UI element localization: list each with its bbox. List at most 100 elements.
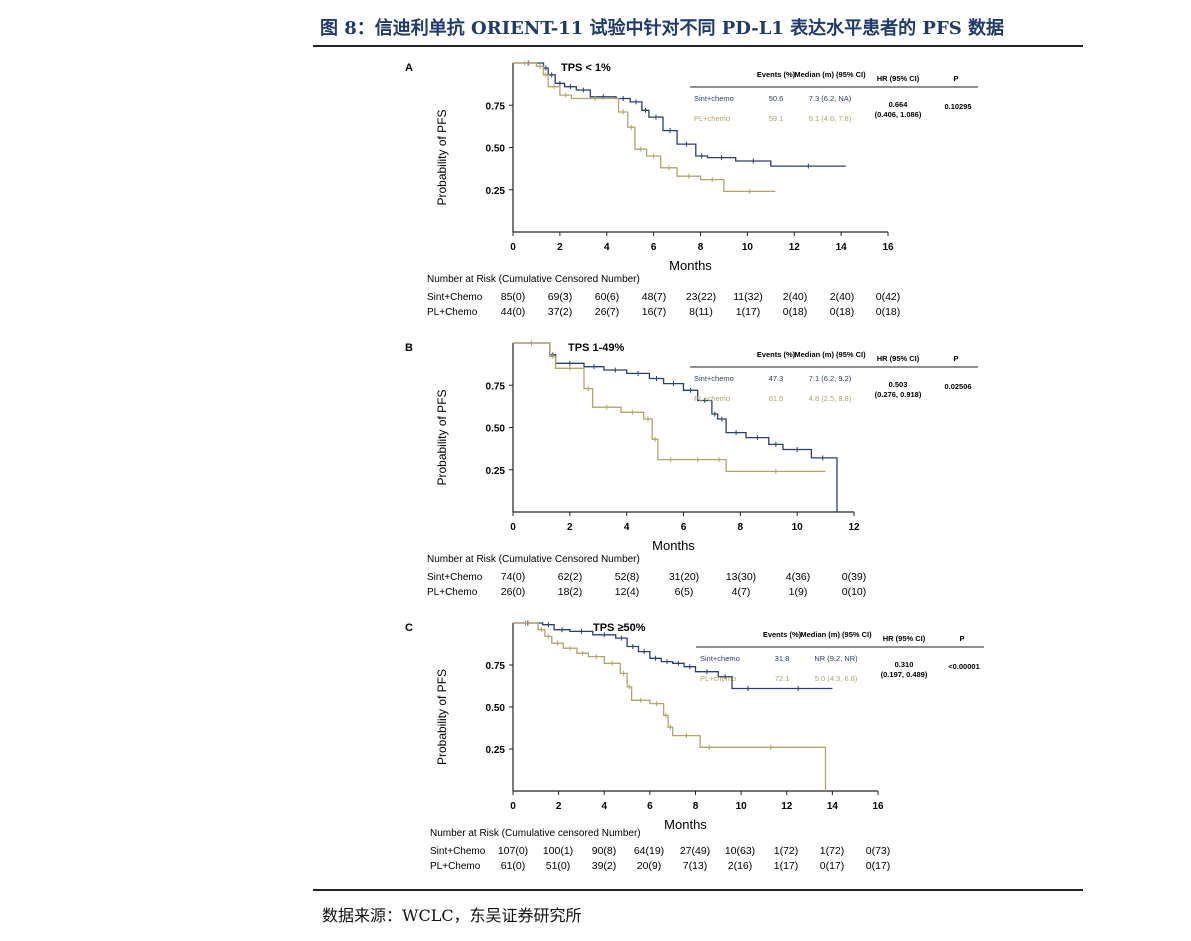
risk-cell: 16(7) [642,306,667,318]
risk-cell: 85(0) [501,291,526,303]
x-tick-label: 4 [601,801,607,812]
table-row-events: 59.1 [769,114,784,123]
risk-cell: 26(0) [501,586,526,598]
y-axis-label: Probability of PFS [435,389,449,485]
km-panel-a: A TPS < 1% 0.25 0.50 0.75 0 2 4 6 8 10 12 14 16 Months… [405,60,978,318]
table-row-median: 5.1 (4.6, 7.8) [809,114,852,123]
x-tick-label: 8 [738,522,744,533]
table-row-median: NR (9.2, NR) [814,654,858,663]
risk-cell: 0(17) [820,860,845,872]
table-row-name: Sint+chemo [700,654,740,663]
risk-row-label: PL+Chemo [430,861,481,872]
risk-row-label: PL+Chemo [427,307,478,318]
table-row-events: 61.5 [769,394,784,403]
x-tick-label: 12 [781,801,793,812]
risk-cell: 0(18) [876,306,901,318]
y-tick-label: 0.50 [486,703,506,714]
figure-title: 图 8：信迪利单抗 ORIENT-11 试验中针对不同 PD-L1 表达水平患者… [320,18,1004,39]
panel-subtitle: TPS < 1% [561,62,611,74]
km-panel-b: B TPS 1-49% 0.25 0.50 0.75 0 2 4 6 8 10 12 Months Pro… [405,340,978,598]
x-tick-label: 12 [789,242,801,253]
table-hr-value: 0.503 [889,380,908,389]
y-tick-label: 0.75 [486,661,506,672]
table-row-name: Sint+chemo [694,94,734,103]
risk-cell: 0(10) [842,586,867,598]
table-row-events: 31.8 [775,654,790,663]
x-tick-label: 12 [848,522,860,533]
x-tick-label: 6 [647,801,653,812]
risk-cell: 31(20) [669,571,699,583]
risk-cell: 23(22) [686,291,716,303]
table-hr-value: 0.310 [895,660,914,669]
panel-label: C [405,622,413,634]
risk-cell: 64(19) [634,845,664,857]
x-tick-label: 16 [882,242,894,253]
x-axis-label: Months [664,817,707,832]
table-header-median: Median (m) (95% CI) [794,350,866,359]
table-header-hr: HR (95% CI) [877,74,920,83]
panel-subtitle: TPS 1-49% [568,342,624,354]
table-header-p: P [953,354,958,363]
y-tick-label: 0.50 [486,144,506,155]
table-p-value: <0.00001 [948,662,980,671]
km-panel-c: C TPS ≥50% 0.25 0.50 0.75 0 2 4 6 8 10 12 14 16 Months… [405,620,984,872]
table-row-name: PL+chemo [700,674,736,683]
y-tick-label: 0.25 [486,745,506,756]
risk-cell: 8(11) [689,306,713,318]
table-hr-ci: (0.406, 1.086) [875,110,922,119]
table-header-p: P [953,74,958,83]
risk-cell: 10(63) [725,845,755,857]
risk-cell: 18(2) [558,586,583,598]
table-row-median: 7.1 (6.2, 9.2) [809,374,852,383]
table-row-name: PL+chemo [694,394,730,403]
risk-cell: 12(4) [615,586,640,598]
x-tick-label: 6 [681,522,687,533]
sint-chemo-curve [513,342,838,512]
risk-row-label: PL+Chemo [427,587,478,598]
risk-cell: 6(5) [675,586,694,598]
risk-table-title: Number at Risk (Cumulative Censored Numb… [427,274,640,285]
x-tick-label: 4 [624,522,630,533]
x-tick-label: 8 [698,242,704,253]
table-header-events: Events (%) [763,630,802,639]
pl-chemo-curve [513,62,776,193]
x-tick-label: 10 [792,522,804,533]
table-header-median: Median (m) (95% CI) [794,70,866,79]
table-p-value: 0.02506 [944,382,971,391]
table-header-hr: HR (95% CI) [877,354,920,363]
bottom-rule [313,889,1083,891]
risk-cell: 1(17) [774,860,799,872]
risk-cell: 26(7) [595,306,620,318]
panel-label: B [405,342,413,354]
risk-cell: 1(72) [774,845,799,857]
sint-chemo-curve [513,622,833,690]
risk-cell: 4(7) [732,586,751,598]
risk-cell: 48(7) [642,291,667,303]
risk-cell: 0(42) [876,291,901,303]
risk-cell: 27(49) [680,845,710,857]
table-hr-ci: (0.276, 0.918) [875,390,922,399]
x-axis-label: Months [669,258,712,273]
table-header-events: Events (%) [757,350,796,359]
table-row-events: 72.1 [775,674,790,683]
risk-cell: 39(2) [592,860,617,872]
risk-cell: 1(17) [736,306,761,318]
x-tick-label: 14 [827,801,839,812]
risk-cell: 4(36) [786,571,811,583]
x-tick-label: 8 [693,801,699,812]
risk-row-label: Sint+Chemo [430,846,486,857]
risk-row-label: Sint+Chemo [427,292,483,303]
pl-chemo-curve [513,622,827,791]
source-note: 数据来源：WCLC，东吴证券研究所 [322,906,582,925]
risk-table-title: Number at Risk (Cumulative censored Numb… [430,828,641,839]
table-hr-ci: (0.197, 0.489) [881,670,928,679]
risk-cell: 11(32) [733,291,763,303]
table-header-events: Events (%) [757,70,796,79]
x-tick-label: 10 [736,801,748,812]
risk-cell: 7(13) [683,860,708,872]
risk-cell: 0(17) [866,860,891,872]
x-axis-label: Months [652,538,695,553]
table-row-median: 4.8 (2.5, 8.8) [809,394,852,403]
x-tick-label: 2 [557,242,563,253]
table-row-name: PL+chemo [694,114,730,123]
